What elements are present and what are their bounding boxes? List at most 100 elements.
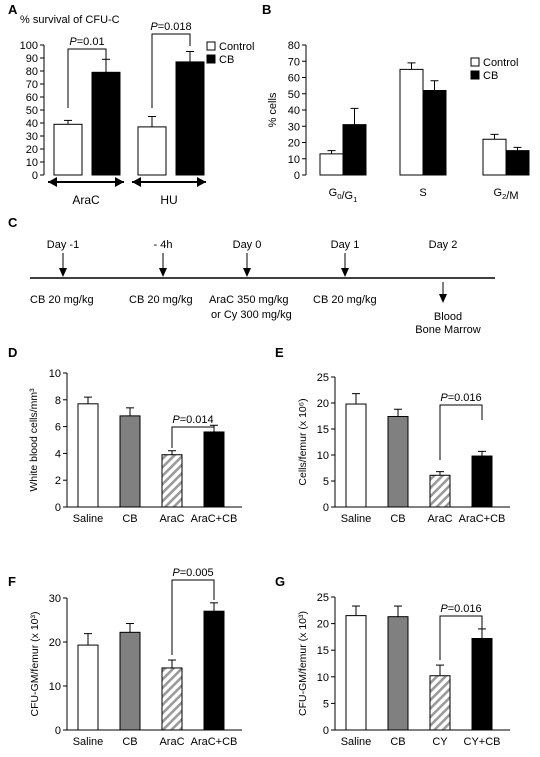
timeline-arrowhead [341,268,349,277]
panel-a-group-label: HU [160,193,177,207]
panel-a-hu-p-value: P=0.018 [150,21,191,33]
panel-a-y-tick-label: 90 [26,53,38,65]
panel-d-x-tick-label: AraC [159,513,184,525]
panel-d-y-tick-label: 6 [55,422,61,434]
timeline-arrowhead [439,294,447,303]
panel-a-arrowhead-right [115,177,124,187]
panel-a-y-tick-label: 30 [26,131,38,143]
panel-e-bar [387,416,409,508]
panel-a-legend-swatch [206,41,216,51]
panel-b-y-tick-label: 80 [288,40,300,52]
panel-g-x-tick-label: CB [390,736,405,748]
panel-a-y-tick-label: 60 [26,92,38,104]
timeline-arrowhead [59,268,67,277]
timeline-treatment: Bone Marrow [415,324,480,336]
panel-e-y-tick-label: 5 [323,476,329,488]
panel-a-bar-cb [91,71,121,176]
panel-g-x-tick-label: CY+CB [464,736,501,748]
panel-b-y-label: % cells [267,92,279,127]
timeline-arrowhead [243,268,251,277]
timeline-arrowhead [159,268,167,277]
panel-d-bar [203,431,225,508]
panel-d-x-tick-label: Saline [73,513,104,525]
panel-a-y-tick-label: 100 [20,40,38,52]
panel-g-bar [471,637,493,731]
panel-f-y-tick-label: 30 [49,593,61,605]
panel-g-y-tick-label: 25 [317,592,329,604]
panel-label-f: F [8,574,16,589]
panel-b-bar-cb [342,124,367,176]
timeline-treatment: Blood [434,311,462,323]
panel-e-y-tick-label: 20 [317,398,329,410]
panel-e-bar [429,474,451,508]
timeline-treatment: CB 20 mg/kg [129,294,193,306]
panel-f-y-tick-label: 20 [49,637,61,649]
panel-b-x-tick-label: G0/G1 [329,187,358,204]
panel-e-x-tick-label: AraC+CB [459,513,506,525]
panel-a-legend-label: Control [219,41,254,53]
panel-a-y-tick-label: 40 [26,118,38,130]
panel-b-y-tick-label: 30 [288,121,300,133]
panel-d-y-tick-label: 2 [55,475,61,487]
panel-a-legend-swatch [206,54,216,64]
panel-label-c: C [8,215,18,230]
panel-b-x-tick-label: G2/M [493,187,518,202]
panel-b-y-tick-label: 70 [288,56,300,68]
panel-label-b: B [262,2,271,17]
panel-g-y-tick-label: 20 [317,619,329,631]
panel-e-x-tick-label: Saline [341,513,372,525]
panel-f-x-tick-label: CB [122,736,137,748]
panel-e-p-value: P=0.016 [440,392,481,404]
panel-f-y-label: CFU-GM/femur (x 10³) [29,612,41,717]
panel-d-bar [77,403,99,508]
panel-a-group-label: AraC [72,193,100,207]
panel-a-y-tick-label: 20 [26,144,38,156]
panel-g-y-tick-label: 0 [323,725,329,737]
panel-a-y-tick-label: 50 [26,105,38,117]
panel-a-arac-p-value: P=0.01 [69,36,104,48]
panel-d-bracket [171,426,215,448]
panel-d-p-value: P=0.014 [172,414,213,426]
panel-b-x-tick-label: S [419,187,426,199]
timeline-day-label: Day 2 [429,239,458,251]
timeline-treatment: or Cy 300 mg/kg [211,309,292,321]
timeline-treatment: CB 20 mg/kg [30,294,94,306]
panel-e-x-tick-label: CB [390,513,405,525]
panel-a-bar-cb [175,61,205,176]
panel-f-bar [203,610,225,731]
panel-a-y-tick-label: 70 [26,79,38,91]
panel-b-legend-swatch [470,57,480,67]
panel-b-bar-control [482,138,507,176]
panel-b-y-tick-label: 0 [294,170,300,182]
panel-e-x-tick-label: AraC [427,513,452,525]
timeline-treatment: AraC 350 mg/kg [209,294,288,306]
panel-d-x-tick-label: CB [122,513,137,525]
panel-f-bar [119,631,141,731]
panel-e-bar [345,403,367,508]
panel-b-bar-control [319,153,344,176]
panel-g-bracket [439,615,483,660]
timeline-treatment: CB 20 mg/kg [313,294,377,306]
panel-b-legend-label: CB [483,70,498,82]
timeline-day-label: Day -1 [47,239,79,251]
panel-a-arrowhead-left [48,177,57,187]
panel-f-bracket [171,579,215,655]
panel-e-y-label: Cells/femur (x 10⁶) [297,398,309,485]
panel-e-y-tick-label: 15 [317,424,329,436]
panel-d-y-tick-label: 10 [49,368,61,380]
panel-e-bracket [439,404,483,460]
panel-e-y-tick-label: 0 [323,502,329,514]
panel-d-y-tick-label: 0 [55,502,61,514]
panel-b-y-tick-label: 50 [288,89,300,101]
timeline-day-label: Day 1 [331,239,360,251]
panel-f-x-tick-label: AraC+CB [191,736,238,748]
panel-g-bar [387,616,409,731]
panel-b-y-tick-label: 10 [288,154,300,166]
panel-b-y-tick-label: 20 [288,138,300,150]
panel-f-y-tick-label: 0 [55,725,61,737]
timeline-day-label: - 4h [154,239,173,251]
panel-b-y-tick-label: 40 [288,105,300,117]
panel-label-e: E [275,345,284,360]
